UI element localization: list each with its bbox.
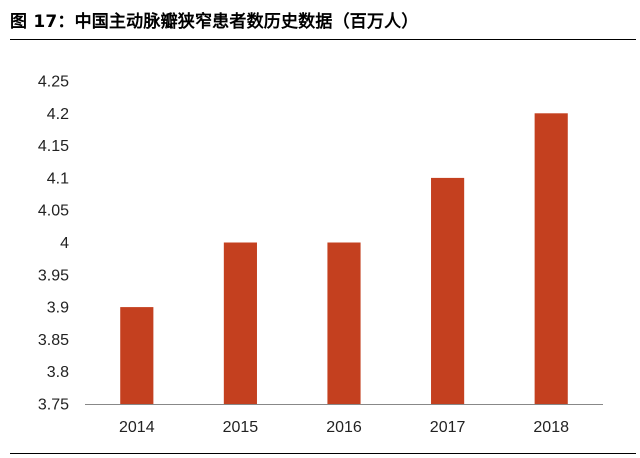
x-tick-label: 2015 [223,419,259,436]
y-tick-label: 4.05 [38,203,69,220]
bar-2018 [534,113,568,405]
figure-title: 图 17：中国主动脉瓣狭窄患者数历史数据（百万人） [10,12,419,32]
bottom-divider [10,453,636,454]
x-tick-label: 2018 [533,419,569,436]
title-divider [10,39,636,40]
bar-2015 [223,242,257,404]
y-tick-label: 3.95 [38,267,69,284]
y-tick-label: 4.15 [38,138,69,155]
y-tick-label: 3.75 [38,397,69,414]
y-tick-label: 4.25 [38,74,69,91]
y-tick-label: 3.85 [38,332,69,349]
y-tick-label: 4.1 [47,170,69,187]
bar-2017 [431,177,465,404]
y-tick-label: 4 [60,235,69,252]
y-tick-label: 4.2 [47,106,69,123]
y-tick-label: 3.8 [47,364,69,381]
bar-2016 [327,242,361,404]
y-axis-ticks: 3.75 3.8 3.85 3.9 3.95 4 4.05 4.1 4.15 4.2 4.25 [38,74,69,414]
x-tick-label: 2016 [326,419,362,436]
x-tick-label: 2014 [119,419,155,436]
x-tick-label: 2017 [430,419,466,436]
bars [120,113,568,405]
x-axis-ticks: 2014 2015 2016 2017 2018 [119,419,569,436]
bar-2014 [120,307,154,404]
y-tick-label: 3.9 [47,300,69,317]
